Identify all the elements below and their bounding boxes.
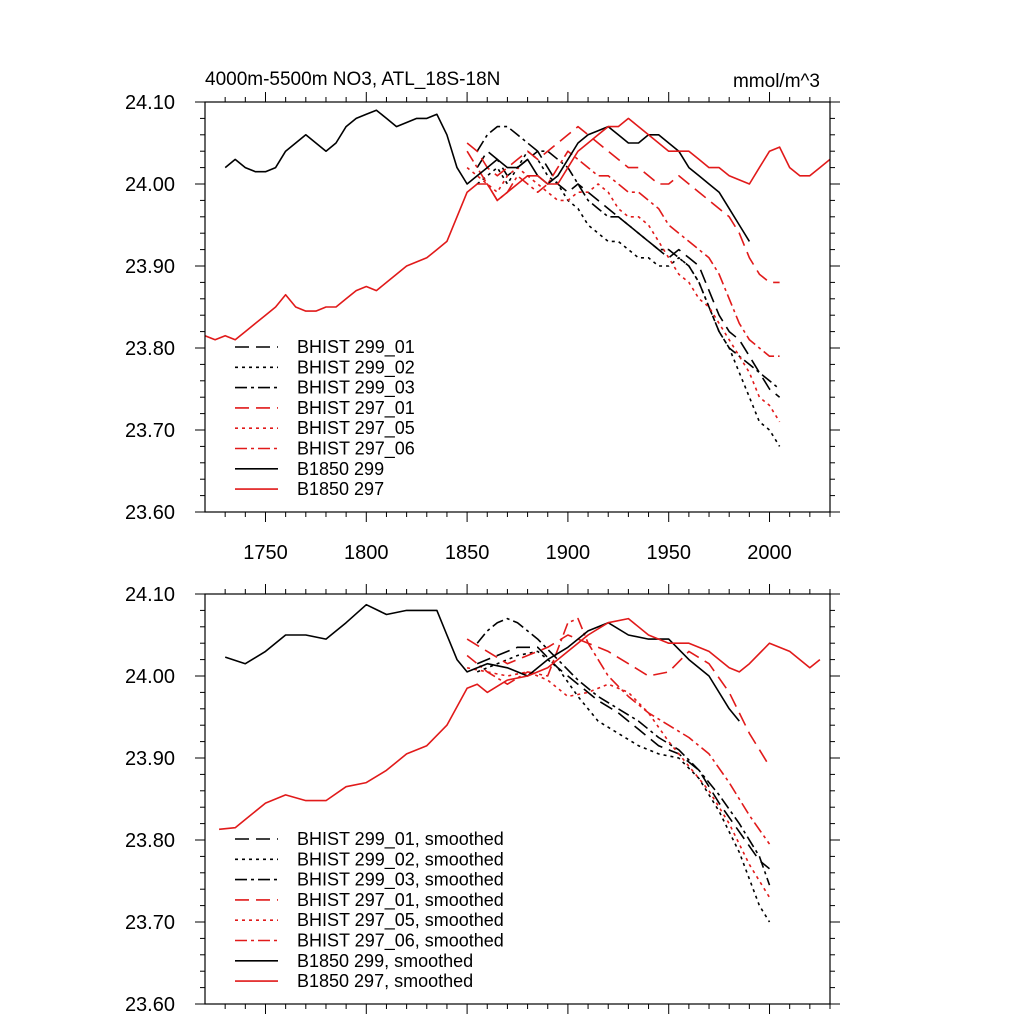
legend-label: B1850 299 bbox=[297, 459, 384, 479]
series-line-7 bbox=[224, 109, 751, 242]
legend-label: BHIST 299_02 bbox=[297, 357, 415, 378]
y-tick-label: 24.10 bbox=[125, 92, 175, 114]
legend-label: B1850 299, smoothed bbox=[297, 951, 473, 971]
series-line-5 bbox=[466, 166, 781, 423]
y-tick-label: 23.80 bbox=[125, 338, 175, 360]
y-tick-label: 23.90 bbox=[125, 256, 175, 278]
y-tick-label: 24.00 bbox=[125, 174, 175, 196]
x-tick-label: 1800 bbox=[344, 542, 389, 564]
legend-label: BHIST 297_06, smoothed bbox=[297, 931, 504, 952]
series-line-4 bbox=[466, 125, 780, 284]
y-tick-label: 23.90 bbox=[125, 748, 175, 770]
chart-title: 4000m-5500m NO3, ATL_18S-18N bbox=[205, 69, 500, 90]
legend-label: BHIST 297_01, smoothed bbox=[297, 890, 504, 911]
y-tick-label: 23.70 bbox=[125, 420, 175, 442]
series-line-2 bbox=[476, 650, 771, 923]
series-line-4 bbox=[466, 634, 771, 767]
legend-label: BHIST 297_05, smoothed bbox=[297, 910, 504, 931]
x-tick-label: 1850 bbox=[445, 542, 490, 564]
legend-label: BHIST 299_01 bbox=[297, 337, 415, 358]
x-tick-label: 2000 bbox=[747, 542, 792, 564]
series-line-8 bbox=[205, 117, 830, 341]
legend-label: BHIST 297_05 bbox=[297, 418, 415, 439]
plot-frame bbox=[204, 593, 831, 1005]
legend-label: BHIST 297_06 bbox=[297, 439, 415, 460]
series-line-8 bbox=[219, 617, 821, 831]
series-line-5 bbox=[466, 667, 771, 898]
panel-raw: 1750 1800 1850 1900 1950 2000 23.60 23.70 23.80 2… bbox=[125, 92, 840, 564]
legend-label: BHIST 299_03, smoothed bbox=[297, 870, 504, 891]
legend-label: B1850 297 bbox=[297, 479, 384, 499]
series-line-3 bbox=[476, 125, 781, 390]
legend-label: BHIST 297_01 bbox=[297, 398, 415, 419]
series-group bbox=[205, 109, 830, 447]
x-tick-label: 1950 bbox=[646, 542, 691, 564]
series-line-1 bbox=[476, 646, 771, 870]
y-tick-label: 24.10 bbox=[125, 584, 175, 606]
series-line-7 bbox=[224, 603, 740, 722]
panel-smoothed: 23.60 23.70 23.80 23.90 24.00 24.10 BHIST 299_… bbox=[125, 584, 840, 1016]
x-tick-label: 1900 bbox=[546, 542, 591, 564]
x-tick-label: 1750 bbox=[243, 542, 288, 564]
y-tick-label: 23.80 bbox=[125, 830, 175, 852]
legend-label: BHIST 299_03 bbox=[297, 378, 415, 399]
y-tick-label: 23.70 bbox=[125, 912, 175, 934]
y-tick-label: 23.60 bbox=[125, 502, 175, 524]
legend-label: BHIST 299_01, smoothed bbox=[297, 829, 504, 850]
units-label: mmol/m^3 bbox=[733, 71, 820, 92]
y-tick-label: 24.00 bbox=[125, 666, 175, 688]
series-group bbox=[219, 603, 821, 923]
series-line-1 bbox=[476, 150, 781, 398]
series-line-3 bbox=[476, 617, 771, 886]
series-line-6 bbox=[466, 150, 780, 358]
y-tick-label: 23.60 bbox=[125, 994, 175, 1016]
legend-label: BHIST 299_02, smoothed bbox=[297, 849, 504, 870]
series-line-2 bbox=[476, 150, 781, 447]
plot-frame bbox=[204, 101, 831, 513]
legend-label: B1850 297, smoothed bbox=[297, 971, 473, 991]
